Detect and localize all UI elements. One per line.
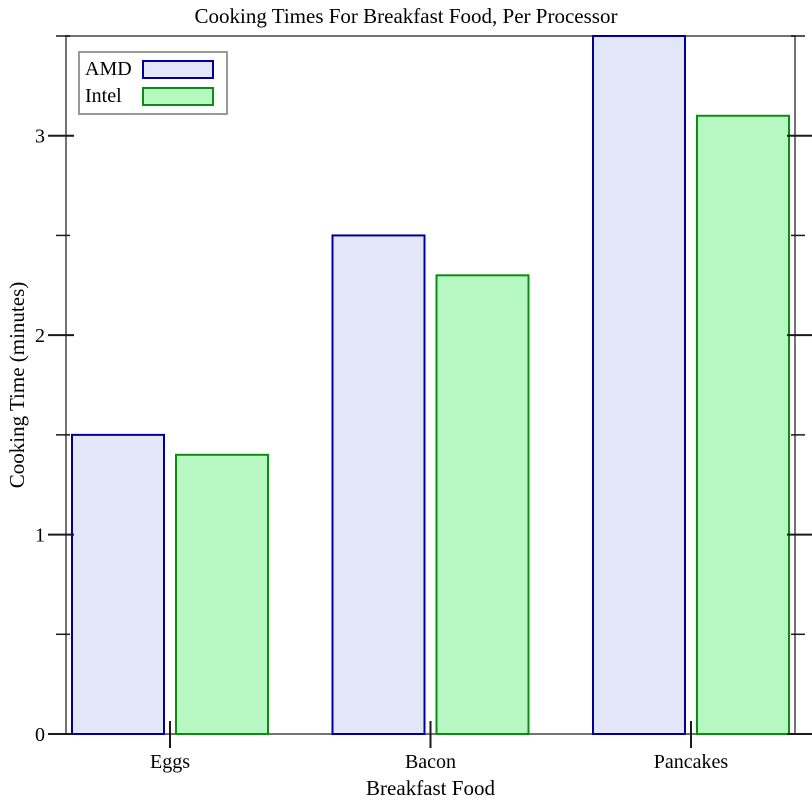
chart-title: Cooking Times For Breakfast Food, Per Pr… — [194, 4, 618, 28]
y-tick-label-0: 0 — [35, 724, 45, 746]
bar-intel-bacon — [435, 274, 530, 735]
bar-amd-bacon — [331, 234, 426, 736]
legend-item-amd: AMD — [85, 56, 221, 83]
legend-label-amd: AMD — [85, 58, 132, 80]
legend: AMD Intel — [78, 51, 228, 115]
y-tick-label-2: 2 — [35, 325, 45, 347]
x-tick-label-bacon: Bacon — [405, 751, 456, 773]
y-axis-label: Cooking Time (minutes) — [5, 281, 29, 489]
bar-intel-pancakes — [696, 114, 790, 736]
x-tick-label-eggs: Eggs — [150, 751, 190, 773]
legend-swatch-intel — [142, 87, 214, 106]
bar-amd-eggs — [71, 433, 165, 735]
bar-amd-pancakes — [592, 35, 686, 735]
x-tick-label-pancakes: Pancakes — [654, 751, 729, 773]
legend-label-intel: Intel — [85, 85, 122, 107]
x-axis-label: Breakfast Food — [366, 776, 495, 800]
y-tick-label-3: 3 — [35, 126, 45, 148]
legend-swatch-amd — [142, 60, 214, 79]
legend-item-intel: Intel — [85, 83, 221, 110]
bar-intel-eggs — [175, 453, 269, 735]
y-tick-label-1: 1 — [35, 525, 45, 547]
